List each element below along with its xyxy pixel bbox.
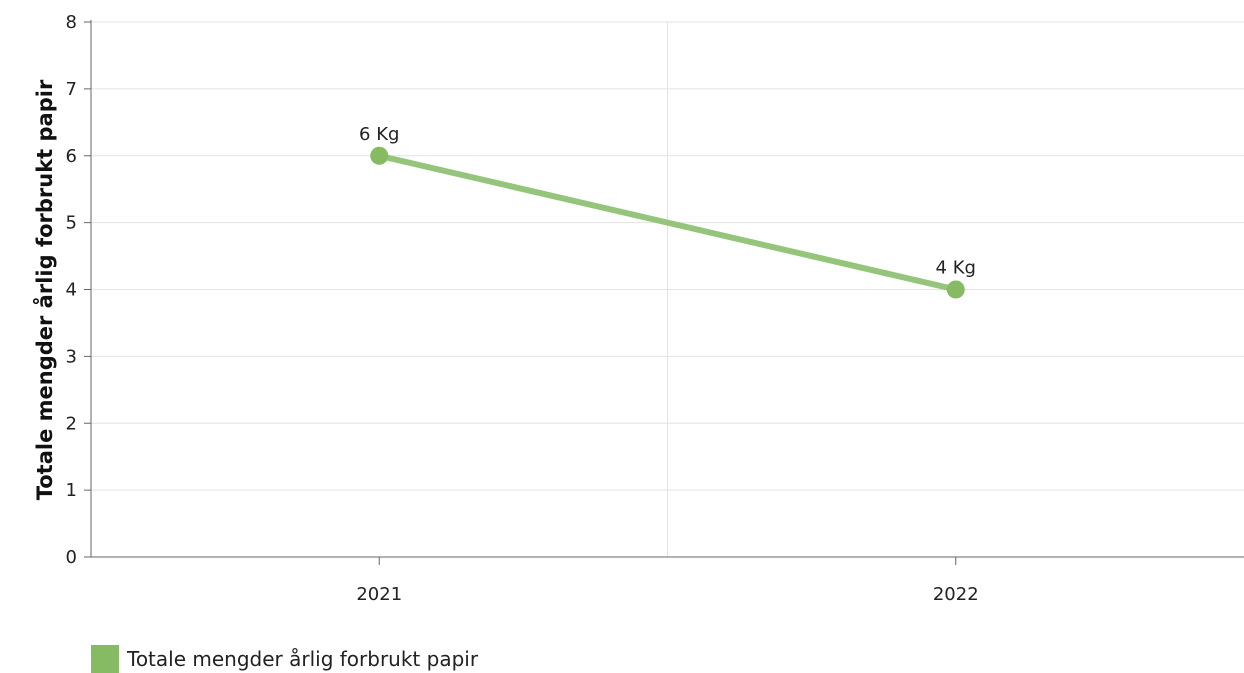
y-tick-label: 7 (66, 79, 77, 100)
line-chart: 0 1 2 3 4 5 6 7 8 2021 2022 6 Kg 4 Kg Totale mengd… (0, 0, 1244, 640)
y-tick-labels: 0 1 2 3 4 5 6 7 8 (66, 12, 77, 568)
y-tick-label: 2 (66, 413, 77, 434)
y-tick-label: 8 (66, 12, 77, 33)
y-tick-label: 1 (66, 480, 77, 501)
data-point (947, 281, 965, 299)
legend[interactable]: Totale mengder årlig forbrukt papir (91, 645, 478, 673)
y-tick-label: 5 (66, 213, 77, 234)
y-tick-label: 3 (66, 346, 77, 367)
y-tick-label: 0 (66, 547, 77, 568)
grid-lines (91, 22, 1244, 557)
axes (84, 20, 1244, 565)
data-label: 4 Kg (936, 258, 976, 279)
x-tick-labels: 2021 2022 (356, 584, 978, 605)
y-tick-label: 6 (66, 146, 77, 167)
data-label: 6 Kg (359, 124, 399, 145)
legend-swatch (91, 645, 119, 673)
data-point (370, 147, 388, 165)
y-tick-label: 4 (66, 280, 77, 301)
x-tick-label: 2021 (356, 584, 402, 605)
legend-label: Totale mengder årlig forbrukt papir (127, 647, 478, 671)
y-axis-label: Totale mengder årlig forbrukt papir (32, 79, 57, 500)
x-tick-label: 2022 (933, 584, 979, 605)
